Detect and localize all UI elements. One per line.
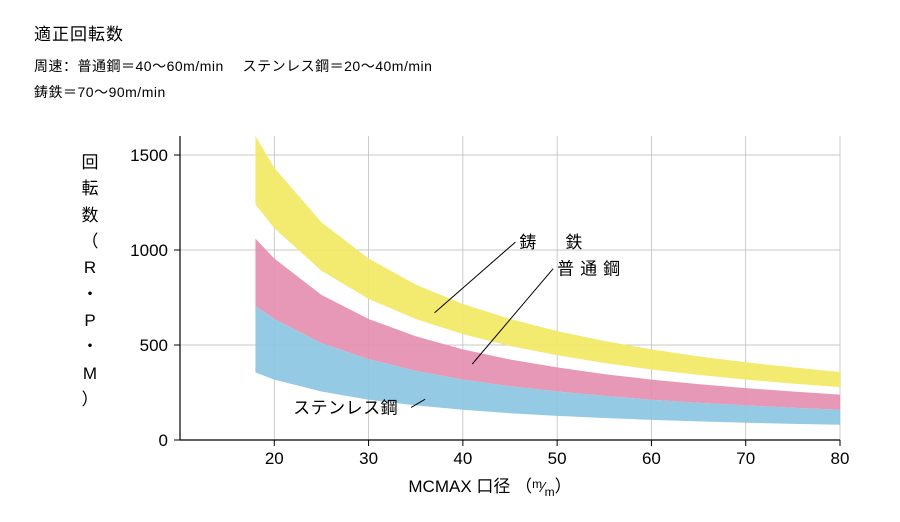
page-title: 適正回転数 <box>34 20 124 45</box>
y-tick-label: 0 <box>159 431 168 450</box>
x-tick-label: 20 <box>265 449 284 468</box>
subtitle-line-1: 周速：普通鋼＝40〜60m/min ステンレス鋼＝20〜40m/min <box>34 56 432 76</box>
series-label-ordinary-steel: 普通鋼 <box>557 260 626 279</box>
x-tick-label: 40 <box>453 449 472 468</box>
callout-line-cast-iron <box>435 242 516 313</box>
x-tick-label: 30 <box>359 449 378 468</box>
y-tick-label: 1500 <box>130 146 168 165</box>
x-axis-label: MCMAX 口径 （m⁄m） <box>408 477 571 499</box>
series-label-stainless-steel: ステンレス鋼 <box>293 398 398 417</box>
y-tick-label: 500 <box>140 336 168 355</box>
x-tick-label: 60 <box>642 449 661 468</box>
y-axis-label: 回転数（R・P・M） <box>80 150 100 413</box>
x-tick-label: 80 <box>831 449 850 468</box>
x-tick-label: 70 <box>736 449 755 468</box>
y-tick-label: 1000 <box>130 241 168 260</box>
series-label-cast-iron: 鋳 鉄 <box>519 233 588 252</box>
subtitle-line-2: 鋳鉄＝70〜90m/min <box>34 82 166 102</box>
rpm-chart: 20 30 40 50 60 70 80 0 500 1000 1500 MCMAX 口径 （m⁄m）… <box>80 130 850 500</box>
chart-container: 回転数（R・P・M） 20 30 40 50 60 70 80 0 500 1000 1500 MCM… <box>80 130 850 500</box>
x-tick-label: 50 <box>548 449 567 468</box>
